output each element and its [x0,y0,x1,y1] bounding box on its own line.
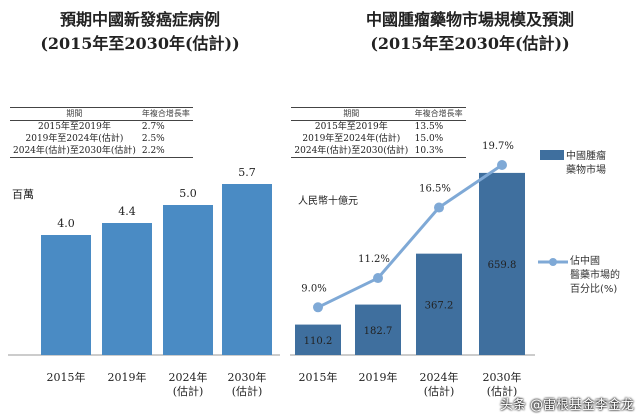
table-cell: 2.7% [141,122,165,132]
x-tick-label: 2015年 [47,370,86,384]
legend-line-marker [549,258,557,266]
table-header: 年複合增長率 [138,107,193,121]
line-point [434,202,444,213]
x-tick-label: 2015年 [299,370,338,384]
line-data-label: 19.7% [482,141,514,152]
left-chart-title: 預期中國新發癌症病例 (2015年至2030年(估計)) [0,8,280,56]
data-label: 4.4 [118,205,136,218]
line-data-label: 16.5% [419,184,451,195]
bar [163,205,213,355]
x-tick-label: 2030年 [228,370,267,384]
x-tick-label: 2019年 [108,370,147,384]
x-tick-label: (估計) [487,384,518,398]
line-point [313,302,323,313]
right-title-text: 中國腫瘤藥物市場規模及預測 [365,10,574,29]
x-tick-label: 2024年 [420,370,459,384]
data-label: 5.0 [179,187,197,200]
legend-bar-swatch [540,150,564,160]
line-series [317,163,503,309]
table-header: 期間 [10,107,139,121]
table-cell: 2019年至2024年(估計) [302,134,401,144]
table-header: 期間 [291,107,412,121]
data-label: 4.0 [57,217,75,230]
bar-data-label: 367.2 [425,300,454,311]
bar [41,235,91,355]
line-data-label: 11.2% [358,254,390,265]
bar [479,172,525,355]
bar [295,324,341,355]
table-cell: 2019年至2024年(估計) [25,134,124,144]
legend-text: 醫藥市場的 [570,270,620,281]
legend-text: 中國腫瘤 [566,151,606,162]
right-cagr-table: 期間 年複合增長率 2015年至2019年 13.5% 2019年至2024年(估計… [291,107,466,158]
x-tick-label: 2019年 [359,370,398,384]
table-cell: 2024年(估計)至2030(估計) [294,146,409,156]
line-point [373,273,383,284]
bar [222,184,272,355]
table-cell: 2.5% [141,134,165,144]
table-cell: 2015年至2019年 [314,122,388,132]
table-cell: 13.5% [414,122,444,132]
table-cell: 10.3% [414,146,444,156]
x-tick-label: 2030年 [483,370,522,384]
x-tick-label: (估計) [424,384,455,398]
x-tick-label: 2024年 [169,370,208,384]
left-y-unit: 百萬 [12,188,34,201]
table-cell: 2.2% [141,146,165,156]
bar-data-label: 110.2 [304,336,333,347]
table-cell: 15.0% [414,134,444,144]
left-title-text: 預期中國新發癌症病例 [59,10,220,29]
table-cell: 2015年至2019年 [38,122,111,132]
watermark: 头条 @雷根基金李金龙 [499,398,634,413]
left-cagr-table: 期間 年複合增長率 2015年至2019年 2.7% 2019年至2024年(估計)… [10,107,193,158]
bar [416,253,462,355]
legend-bar-label: 中國腫瘤 藥物市場 [566,150,606,178]
legend-text: 佔中國 [570,256,600,267]
data-label: 5.7 [238,166,256,179]
left-subtitle-text: (2015年至2030年(估計)) [40,34,240,53]
x-tick-label: (估計) [173,384,204,398]
bar [355,304,401,355]
bar-data-label: 182.7 [364,326,393,337]
legend-text: 藥物市場 [566,165,606,176]
right-subtitle-text: (2015年至2030年(估計)) [370,34,570,53]
table-header: 年複合增長率 [411,107,466,121]
legend-text: 百分比(%) [570,284,618,295]
bar-data-label: 659.8 [488,260,517,271]
table-cell: 2024年(估計)至2030年(估計) [13,146,136,156]
x-tick-label: (估計) [232,384,263,398]
legend-line-label: 佔中國 醫藥市場的 百分比(%) [570,255,620,297]
bar [102,223,152,355]
line-data-label: 9.0% [301,283,326,294]
right-chart-title: 中國腫瘤藥物市場規模及預測 (2015年至2030年(估計)) [300,8,640,56]
line-point [497,159,507,170]
right-y-unit: 人民幣十億元 [298,196,358,207]
